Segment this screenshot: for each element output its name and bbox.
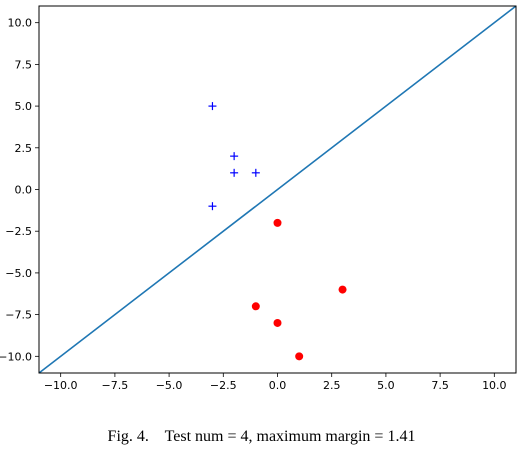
y-tick-label: −2.5 — [5, 225, 32, 238]
x-tick-label: 0.0 — [269, 379, 287, 392]
circle-point — [295, 352, 304, 361]
plot-area — [39, 6, 516, 373]
x-tick-label: 7.5 — [431, 379, 449, 392]
y-tick-label: 10.0 — [8, 17, 33, 30]
x-tick-label: −7.5 — [102, 379, 129, 392]
plus-point — [251, 168, 260, 177]
x-tick-label: 5.0 — [377, 379, 395, 392]
plus-point — [208, 202, 217, 211]
circle-point — [273, 318, 282, 327]
x-tick-label: −10.0 — [44, 379, 78, 392]
y-tick-label: 2.5 — [15, 142, 33, 155]
circle-point — [273, 218, 282, 227]
y-tick-label: −7.5 — [5, 309, 32, 322]
decision-line — [39, 6, 516, 373]
y-tick-label: 0.0 — [15, 184, 33, 197]
plus-point — [230, 168, 239, 177]
x-tick-label: 10.0 — [482, 379, 507, 392]
circle-point — [338, 285, 347, 294]
circle-point — [251, 302, 260, 311]
y-tick-label: −5.0 — [5, 267, 32, 280]
x-tick-label: 2.5 — [323, 379, 341, 392]
plus-point — [208, 102, 217, 111]
axes: −10.0 −7.5 −5.0 −2.5 0.0 2.5 5.0 7.5 10.0 −10.0 −7… — [0, 5, 517, 392]
plus-point — [230, 152, 239, 161]
y-tick-label: −10.0 — [0, 350, 32, 363]
y-tick-label: 5.0 — [15, 100, 33, 113]
x-tick-label: −2.5 — [210, 379, 237, 392]
y-tick-label: 7.5 — [15, 58, 33, 71]
chart: −10.0 −7.5 −5.0 −2.5 0.0 2.5 5.0 7.5 10.0 −10.0 −7… — [0, 5, 517, 392]
figure-caption: Fig. 4. Test num = 4, maximum margin = 1… — [107, 428, 416, 445]
x-tick-label: −5.0 — [156, 379, 183, 392]
